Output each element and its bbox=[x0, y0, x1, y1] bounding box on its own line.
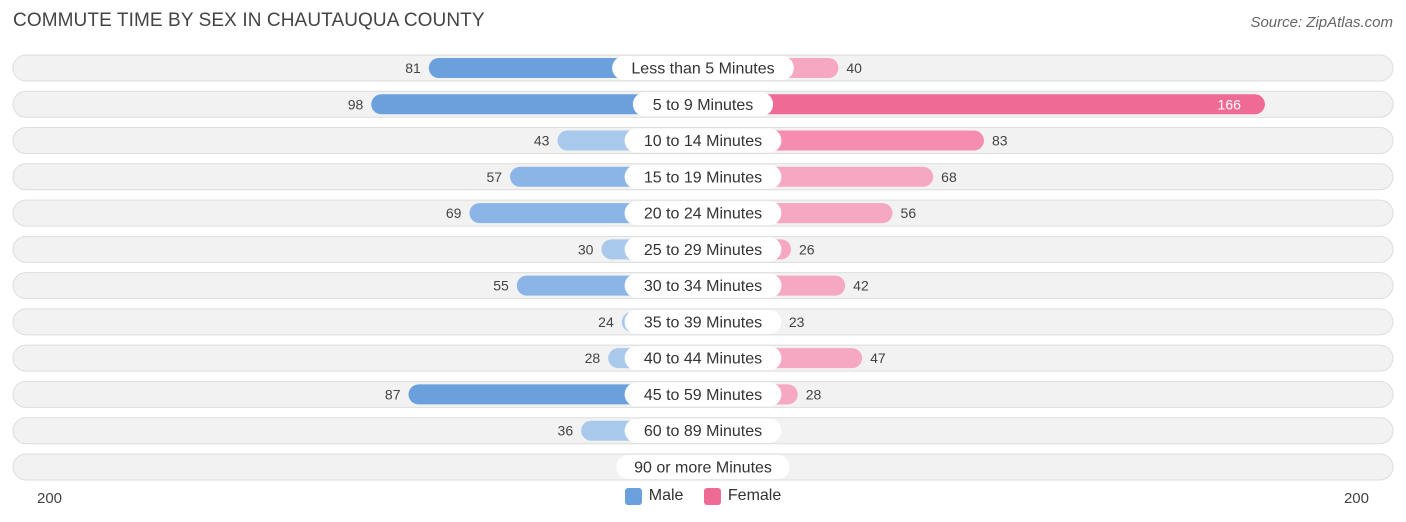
female-value-label: 47 bbox=[870, 350, 886, 366]
legend-female[interactable]: Female bbox=[703, 487, 782, 505]
category-label-background bbox=[624, 346, 782, 371]
legend-male-label: Male bbox=[648, 487, 684, 504]
category-label: 90 or more Minutes bbox=[634, 459, 772, 476]
female-value-label: 56 bbox=[901, 205, 917, 221]
category-label: 35 to 39 Minutes bbox=[644, 314, 762, 331]
legend-male[interactable]: Male bbox=[624, 487, 684, 505]
male-value-label: 36 bbox=[558, 423, 574, 439]
category-label-background bbox=[624, 273, 782, 298]
category-label: 20 to 24 Minutes bbox=[644, 206, 762, 223]
axis-label-right: 200 bbox=[1344, 490, 1369, 507]
female-value-label: 26 bbox=[799, 241, 815, 257]
category-label-background bbox=[624, 128, 782, 153]
category-label: 40 to 44 Minutes bbox=[644, 351, 762, 368]
male-value-label: 43 bbox=[534, 133, 550, 149]
female-value-label: 28 bbox=[806, 386, 822, 402]
category-label-background bbox=[616, 454, 790, 479]
legend-female-swatch bbox=[703, 487, 721, 505]
male-bar[interactable] bbox=[371, 94, 703, 115]
category-label-background bbox=[624, 382, 782, 407]
chart-title: COMMUTE TIME BY SEX IN CHAUTAUQUA COUNTY bbox=[13, 10, 485, 31]
category-label: 30 to 34 Minutes bbox=[644, 278, 762, 295]
category-label: Less than 5 Minutes bbox=[631, 61, 774, 78]
category-label-background bbox=[624, 418, 782, 443]
legend-male-swatch bbox=[624, 487, 642, 505]
male-value-label: 87 bbox=[385, 386, 401, 402]
category-label-background bbox=[624, 237, 782, 262]
male-value-label: 30 bbox=[578, 241, 594, 257]
legend: Male Female bbox=[0, 487, 1406, 510]
female-value-label: 83 bbox=[992, 133, 1008, 149]
category-label: 10 to 14 Minutes bbox=[644, 133, 762, 150]
female-value-label: 166 bbox=[1218, 96, 1242, 112]
axis-label-left: 200 bbox=[37, 490, 62, 507]
legend-female-label: Female bbox=[727, 487, 782, 504]
category-label: 25 to 29 Minutes bbox=[644, 242, 762, 259]
male-value-label: 81 bbox=[405, 60, 421, 76]
category-label: 45 to 59 Minutes bbox=[644, 387, 762, 404]
female-value-label: 42 bbox=[853, 278, 869, 294]
male-value-label: 55 bbox=[493, 278, 509, 294]
male-value-label: 98 bbox=[348, 96, 364, 112]
female-value-label: 68 bbox=[941, 169, 957, 185]
category-label: 15 to 19 Minutes bbox=[644, 169, 762, 186]
category-label: 5 to 9 Minutes bbox=[653, 97, 754, 114]
male-value-label: 69 bbox=[446, 205, 462, 221]
male-value-label: 57 bbox=[486, 169, 502, 185]
category-label-background bbox=[624, 201, 782, 226]
category-label-background bbox=[624, 309, 782, 334]
category-label: 60 to 89 Minutes bbox=[644, 423, 762, 440]
female-value-label: 23 bbox=[789, 314, 805, 330]
category-label-background bbox=[632, 92, 774, 117]
category-label-background bbox=[624, 164, 782, 189]
female-value-label: 40 bbox=[846, 60, 862, 76]
female-bar[interactable] bbox=[703, 94, 1265, 115]
male-value-label: 28 bbox=[585, 350, 601, 366]
category-label-background bbox=[612, 56, 794, 80]
male-value-label: 24 bbox=[598, 314, 614, 330]
source-note: Source: ZipAtlas.com bbox=[1250, 14, 1393, 31]
